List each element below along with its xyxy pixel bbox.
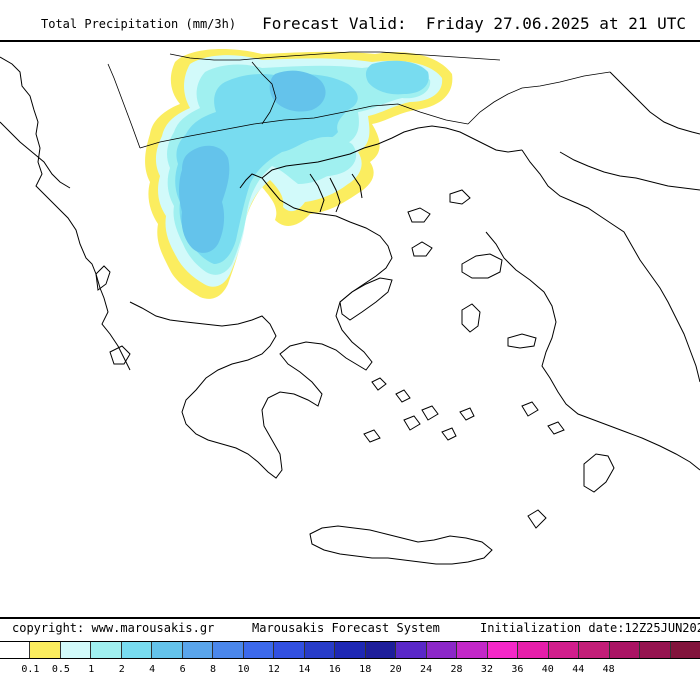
precip-shading [145,49,453,299]
precipitation-legend-colorbar [0,641,700,659]
legend-tick-label: 36 [511,664,524,675]
border-turkey-bulgaria [467,71,611,125]
legend-swatch [120,642,152,658]
italy-heel-coast [0,121,71,189]
dodecanese-island-2 [547,421,565,435]
legend-swatch [425,642,457,658]
legend-tick-label: 16 [328,664,341,675]
precipitation-map [0,40,700,619]
adriatic-coast [0,56,131,371]
dodecanese-island-3 [527,509,547,529]
legend-swatch [669,642,700,658]
legend-tick-label: 24 [420,664,433,675]
samos-island [507,333,537,349]
cyclades-island-2 [395,389,411,403]
border-bulgaria-north [251,61,277,125]
legend-tick-label: 48 [602,664,615,675]
marmara-coast [559,151,700,191]
greek-mainland-coast [129,173,393,479]
chios-island [461,303,481,333]
corfu-island [95,265,111,291]
chalkidiki-peninsula [309,173,363,213]
thasos-island [407,207,431,223]
legend-tick-label: 32 [480,664,493,675]
border-romania [169,51,501,61]
coastlines [0,56,700,565]
cyclades-island-1 [371,377,387,391]
forecast-system-label: Marousakis Forecast System [252,621,440,635]
legend-swatch [456,642,487,658]
black-sea-coast [609,71,700,135]
legend-swatch [517,642,548,658]
cyclades-island-4 [403,415,421,431]
legend-swatch [303,642,335,658]
legend-tick-label: 20 [389,664,402,675]
legend-tick-label: 2 [118,664,125,675]
legend-tick-label: 28 [450,664,463,675]
rhodes-island [583,453,615,493]
cyclades-island-3 [421,405,439,421]
legend-swatch [212,642,243,658]
precip-area-2-thrace [299,136,357,177]
precip-area-4-ne [365,60,429,95]
legend-tick-label: 14 [298,664,311,675]
legend-tick-label: 8 [210,664,217,675]
country-borders [107,51,611,149]
legend-swatch [181,642,213,658]
legend-swatch [486,642,518,658]
footer-bar: copyright: www.marousakis.gr Marousakis … [0,619,700,639]
legend-swatch [608,642,640,658]
legend-swatch [273,642,304,658]
cyclades-island-5 [441,427,457,441]
dodecanese-island-1 [521,401,539,417]
legend-swatch [364,642,396,658]
legend-swatch [90,642,121,658]
turkey-west-coast [521,149,700,383]
cyclades-island-7 [459,407,475,421]
legend-swatch [395,642,426,658]
legend-swatch [639,642,670,658]
initialization-date: Initialization date:12Z25JUN2025 [480,621,700,635]
legend-swatch [59,642,91,658]
legend-swatch [334,642,365,658]
crete-island [309,525,493,565]
legend-tick-labels: 0.1 0.5 1 2 4 6 8 10 12 14 16 18 20 24 28 32 36 40 44 48 [0,664,700,684]
turkey-aegean-coast [485,231,700,471]
legend-tick-label: 0.1 [21,664,40,675]
map-title: Total Precipitation (mm/3h) [41,17,237,31]
legend-tick-label: 4 [149,664,156,675]
legend-tick-label: 6 [179,664,186,675]
lesbos-island [461,253,503,279]
legend-tick-label: 1 [88,664,95,675]
precip-area-6-north [269,70,326,112]
kefalonia-island [109,345,131,365]
legend-tick-label: 44 [572,664,585,675]
euboea-island [339,277,393,321]
legend-swatch [0,642,30,658]
legend-tick-label: 12 [267,664,280,675]
cyclades-island-6 [363,429,381,443]
legend-swatch [578,642,609,658]
north-aegean-coast [261,125,523,179]
border-albania [107,63,141,149]
legend-swatch [547,642,579,658]
legend-tick-label: 0.5 [51,664,70,675]
copyright-text: copyright: www.marousakis.gr [12,621,215,635]
samothrace-island [449,189,471,205]
limnos-island [411,241,433,257]
legend-swatch [151,642,182,658]
legend-tick-label: 40 [541,664,554,675]
legend-swatch [242,642,274,658]
forecast-valid-label: Forecast Valid: Friday 27.06.2025 at 21 … [262,14,686,33]
precip-area-6-west [179,145,230,253]
legend-swatch [29,642,60,658]
border-greece-north [139,103,469,149]
legend-tick-label: 18 [359,664,372,675]
legend-tick-label: 10 [237,664,250,675]
